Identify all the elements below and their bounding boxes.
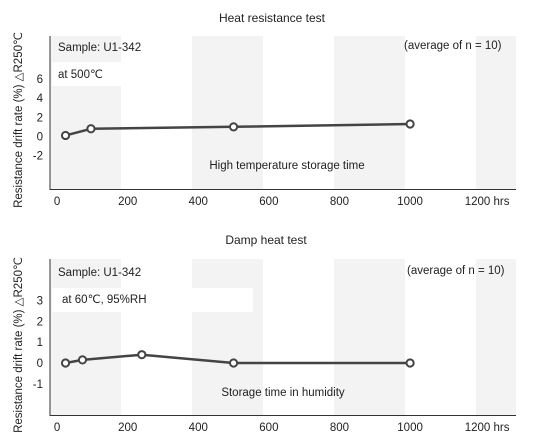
- x-tick-label: 200: [118, 422, 137, 434]
- band: [334, 259, 405, 415]
- y-tick-label: -1: [33, 379, 43, 391]
- x-tick-label: 200: [118, 196, 137, 208]
- y-tick-label: 2: [37, 112, 43, 124]
- x-tick-label: 1200 hrs: [465, 196, 510, 208]
- plot-area: [50, 36, 516, 189]
- plot-area: [50, 259, 516, 415]
- series-layer: [60, 119, 415, 141]
- band: [50, 36, 121, 189]
- band: [476, 36, 516, 189]
- sample-label: Sample: U1-342: [58, 42, 141, 54]
- band: [334, 36, 405, 189]
- data-point: [137, 350, 147, 360]
- plot-bands: [50, 259, 516, 415]
- x-tick-label: 400: [189, 196, 208, 208]
- chart-title: Heat resistance test: [219, 11, 326, 25]
- y-axis-label: Resistance drift rate (%) △R250℃: [13, 32, 25, 208]
- x-tick-label: 1200 hrs: [465, 422, 510, 434]
- y-tick-label: -2: [33, 151, 43, 163]
- condition-label: at 60℃, 95%RH: [62, 294, 147, 306]
- data-point: [60, 358, 71, 368]
- x-tick-label: 0: [54, 196, 60, 208]
- x-tick-label: 1000: [397, 422, 423, 434]
- plot-bands: [50, 36, 516, 189]
- data-point: [405, 358, 415, 368]
- sample-label: Sample: U1-342: [58, 267, 141, 279]
- data-point: [228, 358, 239, 368]
- band: [192, 36, 263, 189]
- data-point: [228, 122, 239, 132]
- y-tick-label: 6: [37, 74, 43, 86]
- chart-title: Damp heat test: [225, 233, 307, 247]
- x-tick-label: 0: [54, 422, 60, 434]
- y-tick-label: 0: [37, 358, 43, 370]
- y-tick-label: 3: [37, 296, 43, 308]
- y-tick-label: 2: [37, 316, 43, 328]
- average-note: (average of n = 10): [404, 40, 502, 52]
- series-annotation: High temperature storage time: [209, 160, 364, 172]
- chart-heat-resistance: Heat resistance test Resistance drift ra…: [13, 11, 516, 208]
- y-axis-label: Resistance drift rate (%) △R250℃: [13, 257, 25, 433]
- x-tick-label: 1000: [397, 196, 423, 208]
- series-line: [65, 122, 411, 137]
- y-tick-label: 4: [37, 93, 44, 105]
- y-tick-label: 1: [37, 337, 43, 349]
- data-point: [60, 130, 71, 141]
- x-tick-label: 800: [330, 422, 349, 434]
- data-point: [86, 124, 96, 134]
- x-tick-labels: 0 200 400 600 800 1000 1200 hrs: [54, 422, 510, 434]
- band: [50, 259, 121, 415]
- x-tick-label: 600: [259, 196, 278, 208]
- y-tick-label: 0: [37, 131, 43, 143]
- y-tick-labels: 3 2 1 0 -1: [33, 296, 43, 391]
- condition-label-bg: [52, 288, 253, 312]
- x-tick-labels: 0 200 400 600 800 1000 1200 hrs: [54, 196, 510, 208]
- y-tick-labels: 6 4 2 0 -2: [33, 74, 44, 163]
- x-tick-label: 400: [189, 422, 208, 434]
- average-note: (average of n = 10): [407, 265, 505, 277]
- band: [192, 259, 263, 415]
- data-point: [77, 355, 88, 365]
- series-annotation: Storage time in humidity: [221, 387, 345, 399]
- data-point: [405, 119, 415, 129]
- condition-label-bg: [52, 62, 159, 86]
- series-layer: [60, 350, 415, 368]
- x-tick-label: 800: [330, 196, 349, 208]
- condition-label: at 500℃: [58, 69, 103, 81]
- chart-damp-heat: Damp heat test Resistance drift rate (%)…: [13, 233, 516, 434]
- band: [476, 259, 516, 415]
- x-tick-label: 600: [259, 422, 278, 434]
